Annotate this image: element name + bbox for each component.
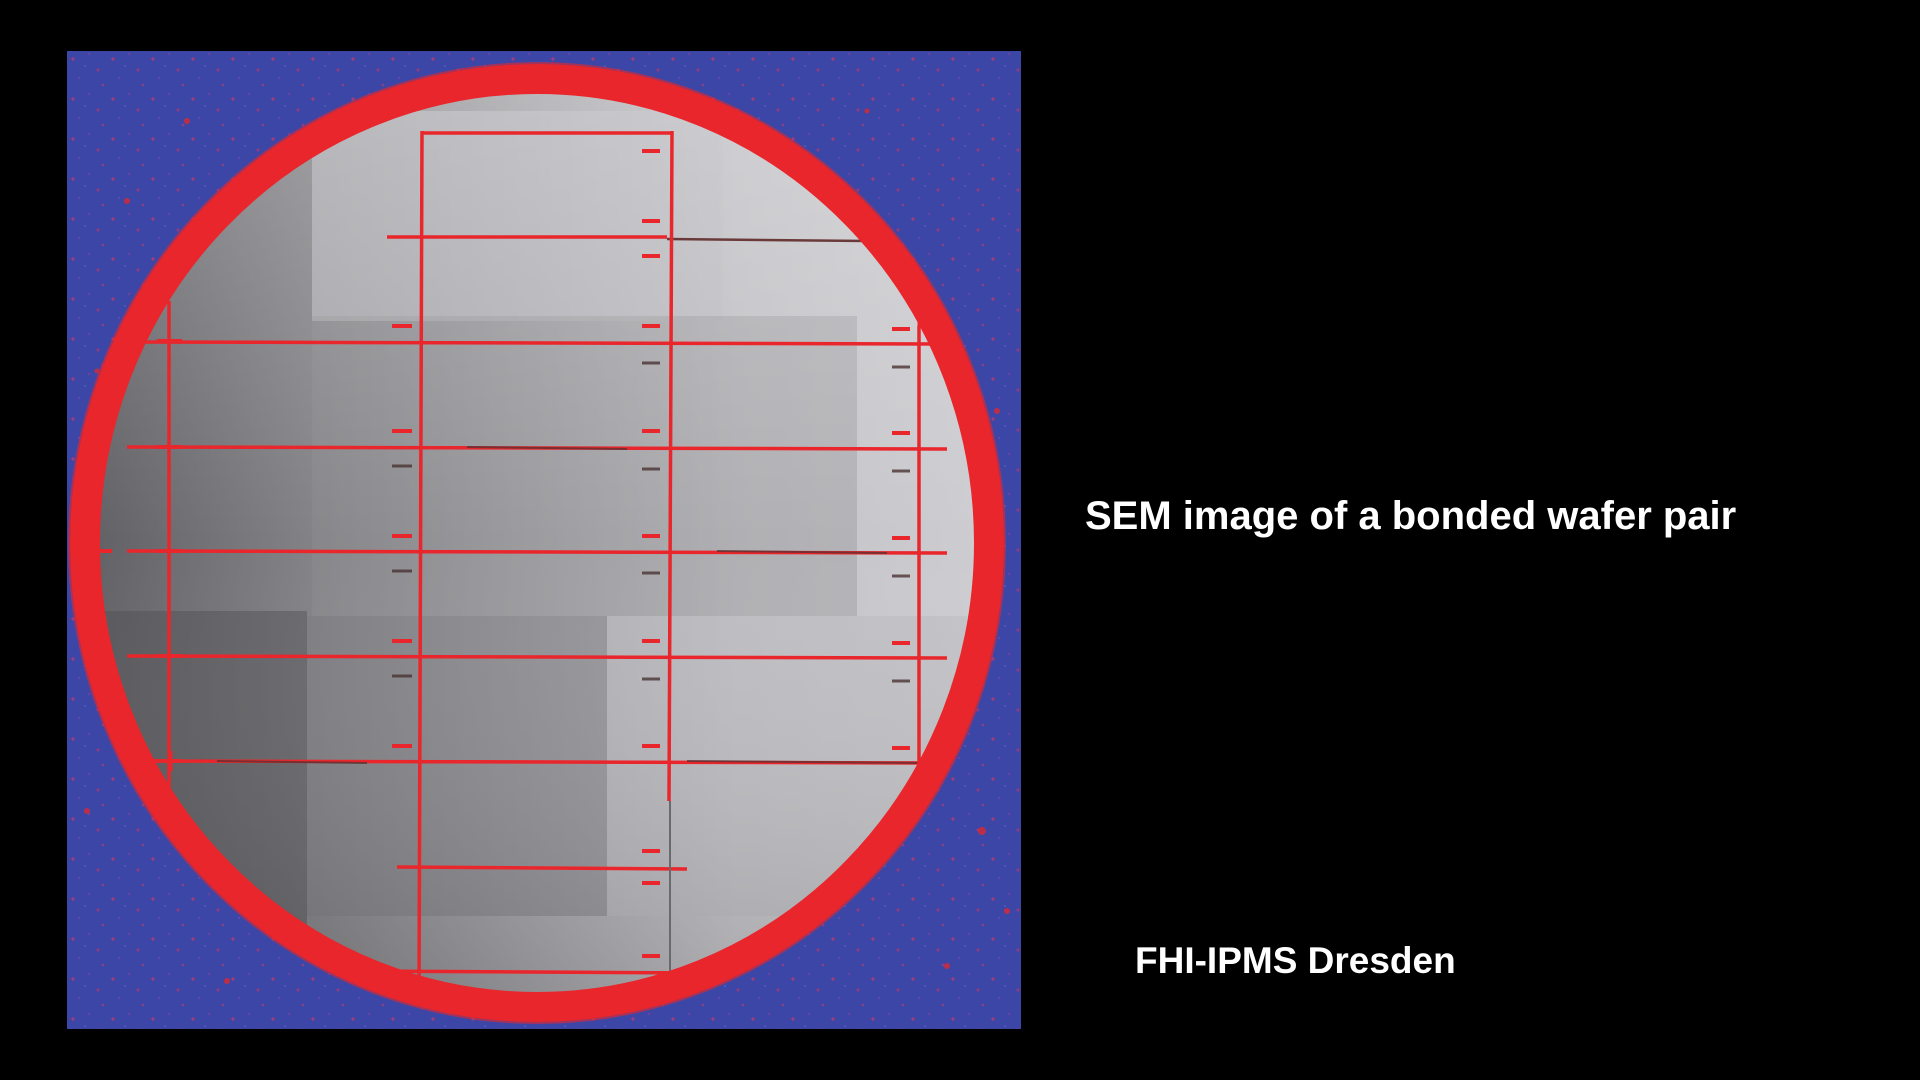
wafer-surface: [97, 91, 977, 995]
wafer-image-svg: [67, 51, 1021, 1029]
wafer-sem-image: [67, 51, 1021, 1029]
slide-caption: SEM image of a bonded wafer pair: [1085, 494, 1737, 538]
image-credit: FHI-IPMS Dresden: [1135, 940, 1456, 981]
grid-lines-vertical: [167, 130, 921, 992]
wafer-edge-ring: [70, 64, 1004, 1022]
